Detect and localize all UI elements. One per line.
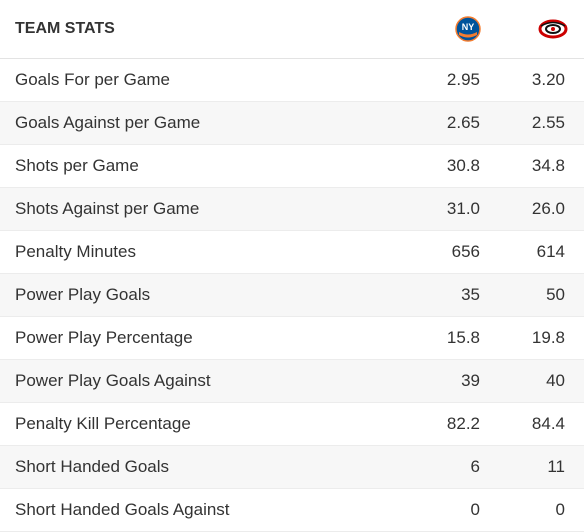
stat-row: Penalty Kill Percentage 82.2 84.4 (0, 403, 584, 446)
away-stat-value: 84.4 (531, 414, 565, 433)
stat-row: Penalty Minutes 656 614 (0, 231, 584, 274)
stat-label: Short Handed Goals (15, 457, 170, 476)
home-stat-value: 31.0 (446, 199, 480, 218)
away-stat-value: 26.0 (531, 199, 565, 218)
away-stat-value: 3.20 (531, 70, 565, 89)
stat-row: Goals For per Game 2.95 3.20 (0, 59, 584, 102)
stat-label: Goals Against per Game (15, 113, 201, 132)
stat-row: Power Play Goals 35 50 (0, 274, 584, 317)
home-team-logo-cell: NY (414, 16, 499, 42)
team-stats-title: TEAM STATS (15, 20, 115, 37)
stat-label: Shots Against per Game (15, 199, 200, 218)
home-stat-value: 82.2 (446, 414, 480, 433)
home-stat-value: 35 (461, 285, 480, 304)
away-stat-value: 19.8 (531, 328, 565, 347)
stat-row: Power Play Goals Against 39 40 (0, 360, 584, 403)
away-stat-value: 2.55 (531, 113, 565, 132)
away-stat-value: 614 (536, 242, 565, 261)
away-stat-value: 40 (546, 371, 565, 390)
away-stat-value: 34.8 (531, 156, 565, 175)
home-stat-value: 6 (470, 457, 480, 476)
stat-row: Goals Against per Game 2.65 2.55 (0, 102, 584, 145)
stat-label: Power Play Percentage (15, 328, 193, 347)
stat-label: Goals For per Game (15, 70, 170, 89)
team-stats-rows: Goals For per Game 2.95 3.20 Goals Against … (0, 59, 584, 532)
stat-label: Penalty Minutes (15, 242, 136, 261)
home-stat-value: 15.8 (446, 328, 480, 347)
team-stats-header: TEAM STATS NY (0, 0, 584, 59)
stat-label: Power Play Goals (15, 285, 151, 304)
away-team-logo-cell (499, 18, 584, 40)
stat-row: Power Play Percentage 15.8 19.8 (0, 317, 584, 360)
away-stat-value: 0 (555, 500, 565, 519)
home-stat-value: 0 (470, 500, 480, 519)
svg-text:NY: NY (462, 22, 475, 32)
home-stat-value: 656 (451, 242, 480, 261)
home-stat-value: 2.95 (446, 70, 480, 89)
stat-row: Short Handed Goals Against 0 0 (0, 489, 584, 532)
hurricanes-logo-icon (538, 18, 568, 40)
stat-row: Shots Against per Game 31.0 26.0 (0, 188, 584, 231)
islanders-logo-icon: NY (455, 16, 481, 42)
stat-label: Short Handed Goals Against (15, 500, 230, 519)
home-stat-value: 39 (461, 371, 480, 390)
stat-label: Power Play Goals Against (15, 371, 211, 390)
stat-row: Shots per Game 30.8 34.8 (0, 145, 584, 188)
home-stat-value: 2.65 (446, 113, 480, 132)
stat-label: Shots per Game (15, 156, 139, 175)
away-stat-value: 50 (546, 285, 565, 304)
home-stat-value: 30.8 (446, 156, 480, 175)
stat-label: Penalty Kill Percentage (15, 414, 191, 433)
stat-row: Short Handed Goals 6 11 (0, 446, 584, 489)
away-stat-value: 11 (547, 457, 565, 476)
